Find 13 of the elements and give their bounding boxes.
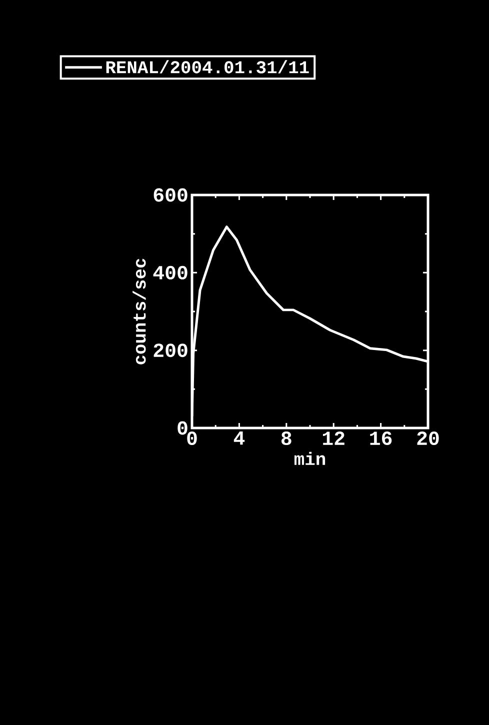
y-axis-title: counts/sec <box>132 258 146 364</box>
x-tick-label: 16 <box>370 432 392 446</box>
y-tick-label: 0 <box>178 421 188 435</box>
x-axis-title: min <box>294 452 326 465</box>
x-tick-label: 4 <box>234 432 245 445</box>
x-tick-label: 8 <box>281 432 292 446</box>
legend-label: RENAL/2004.01.31/11 <box>106 60 309 74</box>
y-tick-label: 200 <box>154 344 188 358</box>
y-tick-label: 600 <box>154 188 188 202</box>
x-tick-label: 0 <box>187 432 197 446</box>
x-tick-label: 20 <box>417 432 439 446</box>
x-tick-label: 12 <box>322 432 344 445</box>
y-tick-label: 400 <box>153 266 188 280</box>
